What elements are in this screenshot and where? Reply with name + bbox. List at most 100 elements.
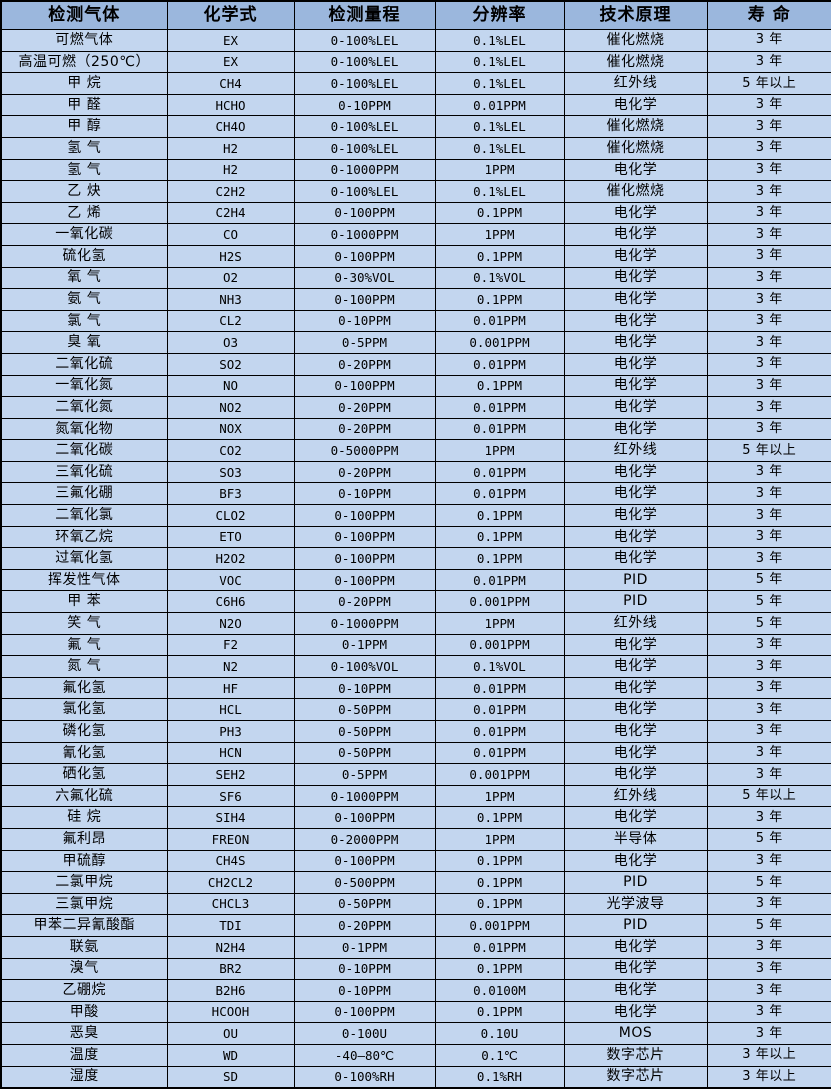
cell-gas: 乙 炔 [0, 180, 168, 203]
cell-principle: 电化学 [563, 1000, 708, 1024]
cell-life: 3 年 [706, 698, 831, 721]
table-row: 硒化氢 SEH2 0-5PPM 0.001PPM 电化学 3 年 [0, 763, 831, 786]
cell-resolution: 0.01PPM [434, 309, 565, 333]
cell-formula: TDI [166, 914, 295, 937]
cell-formula: CH4S [166, 849, 295, 873]
cell-resolution: 0.1%RH [434, 1065, 565, 1089]
cell-range: 0-5PPM [293, 763, 436, 786]
cell-life: 5 年以上 [706, 439, 831, 462]
cell-resolution: 0.01PPM [434, 482, 565, 506]
cell-resolution: 1PPM [434, 784, 565, 808]
cell-life: 3 年 [706, 504, 831, 527]
cell-range: 0-100%RH [293, 1065, 436, 1089]
cell-principle: 电化学 [563, 655, 708, 678]
cell-gas: 氟利昂 [0, 827, 168, 851]
cell-life: 3 年 [706, 158, 831, 182]
cell-formula: C2H2 [166, 180, 295, 203]
table-row: 二氧化碳 CO2 0-5000PPM 1PPM 红外线 5 年以上 [0, 439, 831, 462]
cell-resolution: 0.1PPM [434, 957, 565, 981]
cell-principle: 电化学 [563, 396, 708, 419]
cell-range: 0-50PPM [293, 892, 436, 916]
cell-resolution: 0.1PPM [434, 504, 565, 527]
cell-gas: 硅 烷 [0, 806, 168, 829]
cell-life: 3 年 [706, 547, 831, 570]
table-row: 氟化氢 HF 0-10PPM 0.01PPM 电化学 3 年 [0, 676, 831, 700]
cell-principle: 电化学 [563, 935, 708, 959]
cell-gas: 甲硫醇 [0, 849, 168, 873]
cell-formula: SF6 [166, 784, 295, 808]
cell-resolution: 0.1%LEL [434, 29, 565, 52]
table-row: 高温可燃（250℃） EX 0-100%LEL 0.1%LEL 催化燃烧 3 年 [0, 50, 831, 74]
cell-range: 0-5000PPM [293, 439, 436, 462]
cell-gas: 三氟化硼 [0, 482, 168, 506]
table-row: 环氧乙烷 ETO 0-100PPM 0.1PPM 电化学 3 年 [0, 525, 831, 549]
cell-resolution: 1PPM [434, 827, 565, 851]
table-row: 六氟化硫 SF6 0-1000PPM 1PPM 红外线 5 年以上 [0, 784, 831, 808]
cell-life: 3 年 [706, 482, 831, 506]
cell-resolution: 0.1%LEL [434, 136, 565, 160]
column-header-gas: 检测气体 [0, 0, 168, 30]
cell-formula: HCOOH [166, 1000, 295, 1024]
table-row: 氮氧化物 NOX 0-20PPM 0.01PPM 电化学 3 年 [0, 417, 831, 441]
cell-resolution: 0.001PPM [434, 763, 565, 786]
cell-resolution: 0.001PPM [434, 590, 565, 614]
cell-resolution: 0.1PPM [434, 547, 565, 570]
cell-resolution: 1PPM [434, 612, 565, 635]
cell-formula: VOC [166, 568, 295, 592]
table-row: 挥发性气体 VOC 0-100PPM 0.01PPM PID 5 年 [0, 568, 831, 592]
cell-range: 0-100U [293, 1022, 436, 1045]
cell-gas: 二氧化氯 [0, 504, 168, 527]
cell-formula: C2H4 [166, 201, 295, 225]
table-row: 笑 气 N2O 0-1000PPM 1PPM 红外线 5 年 [0, 612, 831, 635]
cell-principle: PID [563, 568, 708, 592]
cell-life: 3 年 [706, 352, 831, 376]
cell-range: 0-1000PPM [293, 784, 436, 808]
cell-range: 0-10PPM [293, 676, 436, 700]
cell-life: 5 年 [706, 568, 831, 592]
column-header-principle: 技术原理 [563, 0, 708, 30]
cell-life: 3 年 [706, 1022, 831, 1045]
cell-resolution: 0.01PPM [434, 720, 565, 743]
cell-formula: N2O [166, 612, 295, 635]
cell-principle: 数字芯片 [563, 1043, 708, 1067]
column-header-life: 寿 命 [706, 0, 831, 30]
cell-range: 0-100%LEL [293, 29, 436, 52]
cell-gas: 乙硼烷 [0, 979, 168, 1002]
cell-formula: H2 [166, 158, 295, 182]
cell-principle: 电化学 [563, 525, 708, 549]
cell-resolution: 0.1PPM [434, 849, 565, 873]
cell-gas: 二氧化碳 [0, 439, 168, 462]
cell-life: 3 年 [706, 849, 831, 873]
table-row: 甲酸 HCOOH 0-100PPM 0.1PPM 电化学 3 年 [0, 1000, 831, 1024]
cell-resolution: 0.01PPM [434, 460, 565, 484]
cell-range: 0-100%LEL [293, 50, 436, 74]
cell-range: 0-20PPM [293, 417, 436, 441]
cell-formula: CLO2 [166, 504, 295, 527]
cell-principle: 电化学 [563, 720, 708, 743]
cell-principle: PID [563, 914, 708, 937]
cell-formula: BR2 [166, 957, 295, 981]
table-row: 硅 烷 SIH4 0-100PPM 0.1PPM 电化学 3 年 [0, 806, 831, 829]
cell-life: 3 年 [706, 460, 831, 484]
table-row: 三氟化硼 BF3 0-10PPM 0.01PPM 电化学 3 年 [0, 482, 831, 506]
cell-principle: 电化学 [563, 547, 708, 570]
table-row: 二氧化硫 SO2 0-20PPM 0.01PPM 电化学 3 年 [0, 352, 831, 376]
cell-formula: NOX [166, 417, 295, 441]
cell-range: 0-100PPM [293, 201, 436, 225]
cell-formula: B2H6 [166, 979, 295, 1002]
cell-formula: NO [166, 374, 295, 398]
cell-gas: 氢 气 [0, 158, 168, 182]
cell-life: 3 年 [706, 288, 831, 311]
cell-principle: 红外线 [563, 439, 708, 462]
column-header-range: 检测量程 [293, 0, 436, 30]
table-row: 臭 氧 O3 0-5PPM 0.001PPM 电化学 3 年 [0, 331, 831, 354]
table-row: 三氯甲烷 CHCL3 0-50PPM 0.1PPM 光学波导 3 年 [0, 892, 831, 916]
cell-range: 0-20PPM [293, 396, 436, 419]
cell-principle: 电化学 [563, 158, 708, 182]
cell-principle: 电化学 [563, 309, 708, 333]
cell-life: 3 年 [706, 396, 831, 419]
cell-range: 0-20PPM [293, 590, 436, 614]
cell-resolution: 0.1%LEL [434, 72, 565, 95]
table-row: 甲 醛 HCHO 0-10PPM 0.01PPM 电化学 3 年 [0, 93, 831, 117]
cell-gas: 乙 烯 [0, 201, 168, 225]
